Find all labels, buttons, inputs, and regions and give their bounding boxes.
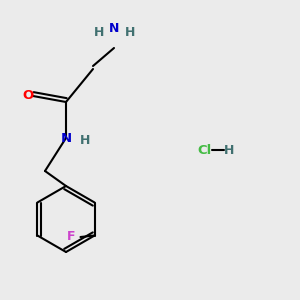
- Text: Cl: Cl: [197, 143, 211, 157]
- Text: H: H: [125, 26, 136, 40]
- Text: O: O: [22, 89, 33, 103]
- Text: F: F: [67, 230, 76, 244]
- Text: N: N: [109, 22, 119, 35]
- Text: H: H: [80, 134, 91, 148]
- Text: H: H: [94, 26, 104, 40]
- Text: H: H: [224, 143, 234, 157]
- Text: N: N: [60, 131, 72, 145]
